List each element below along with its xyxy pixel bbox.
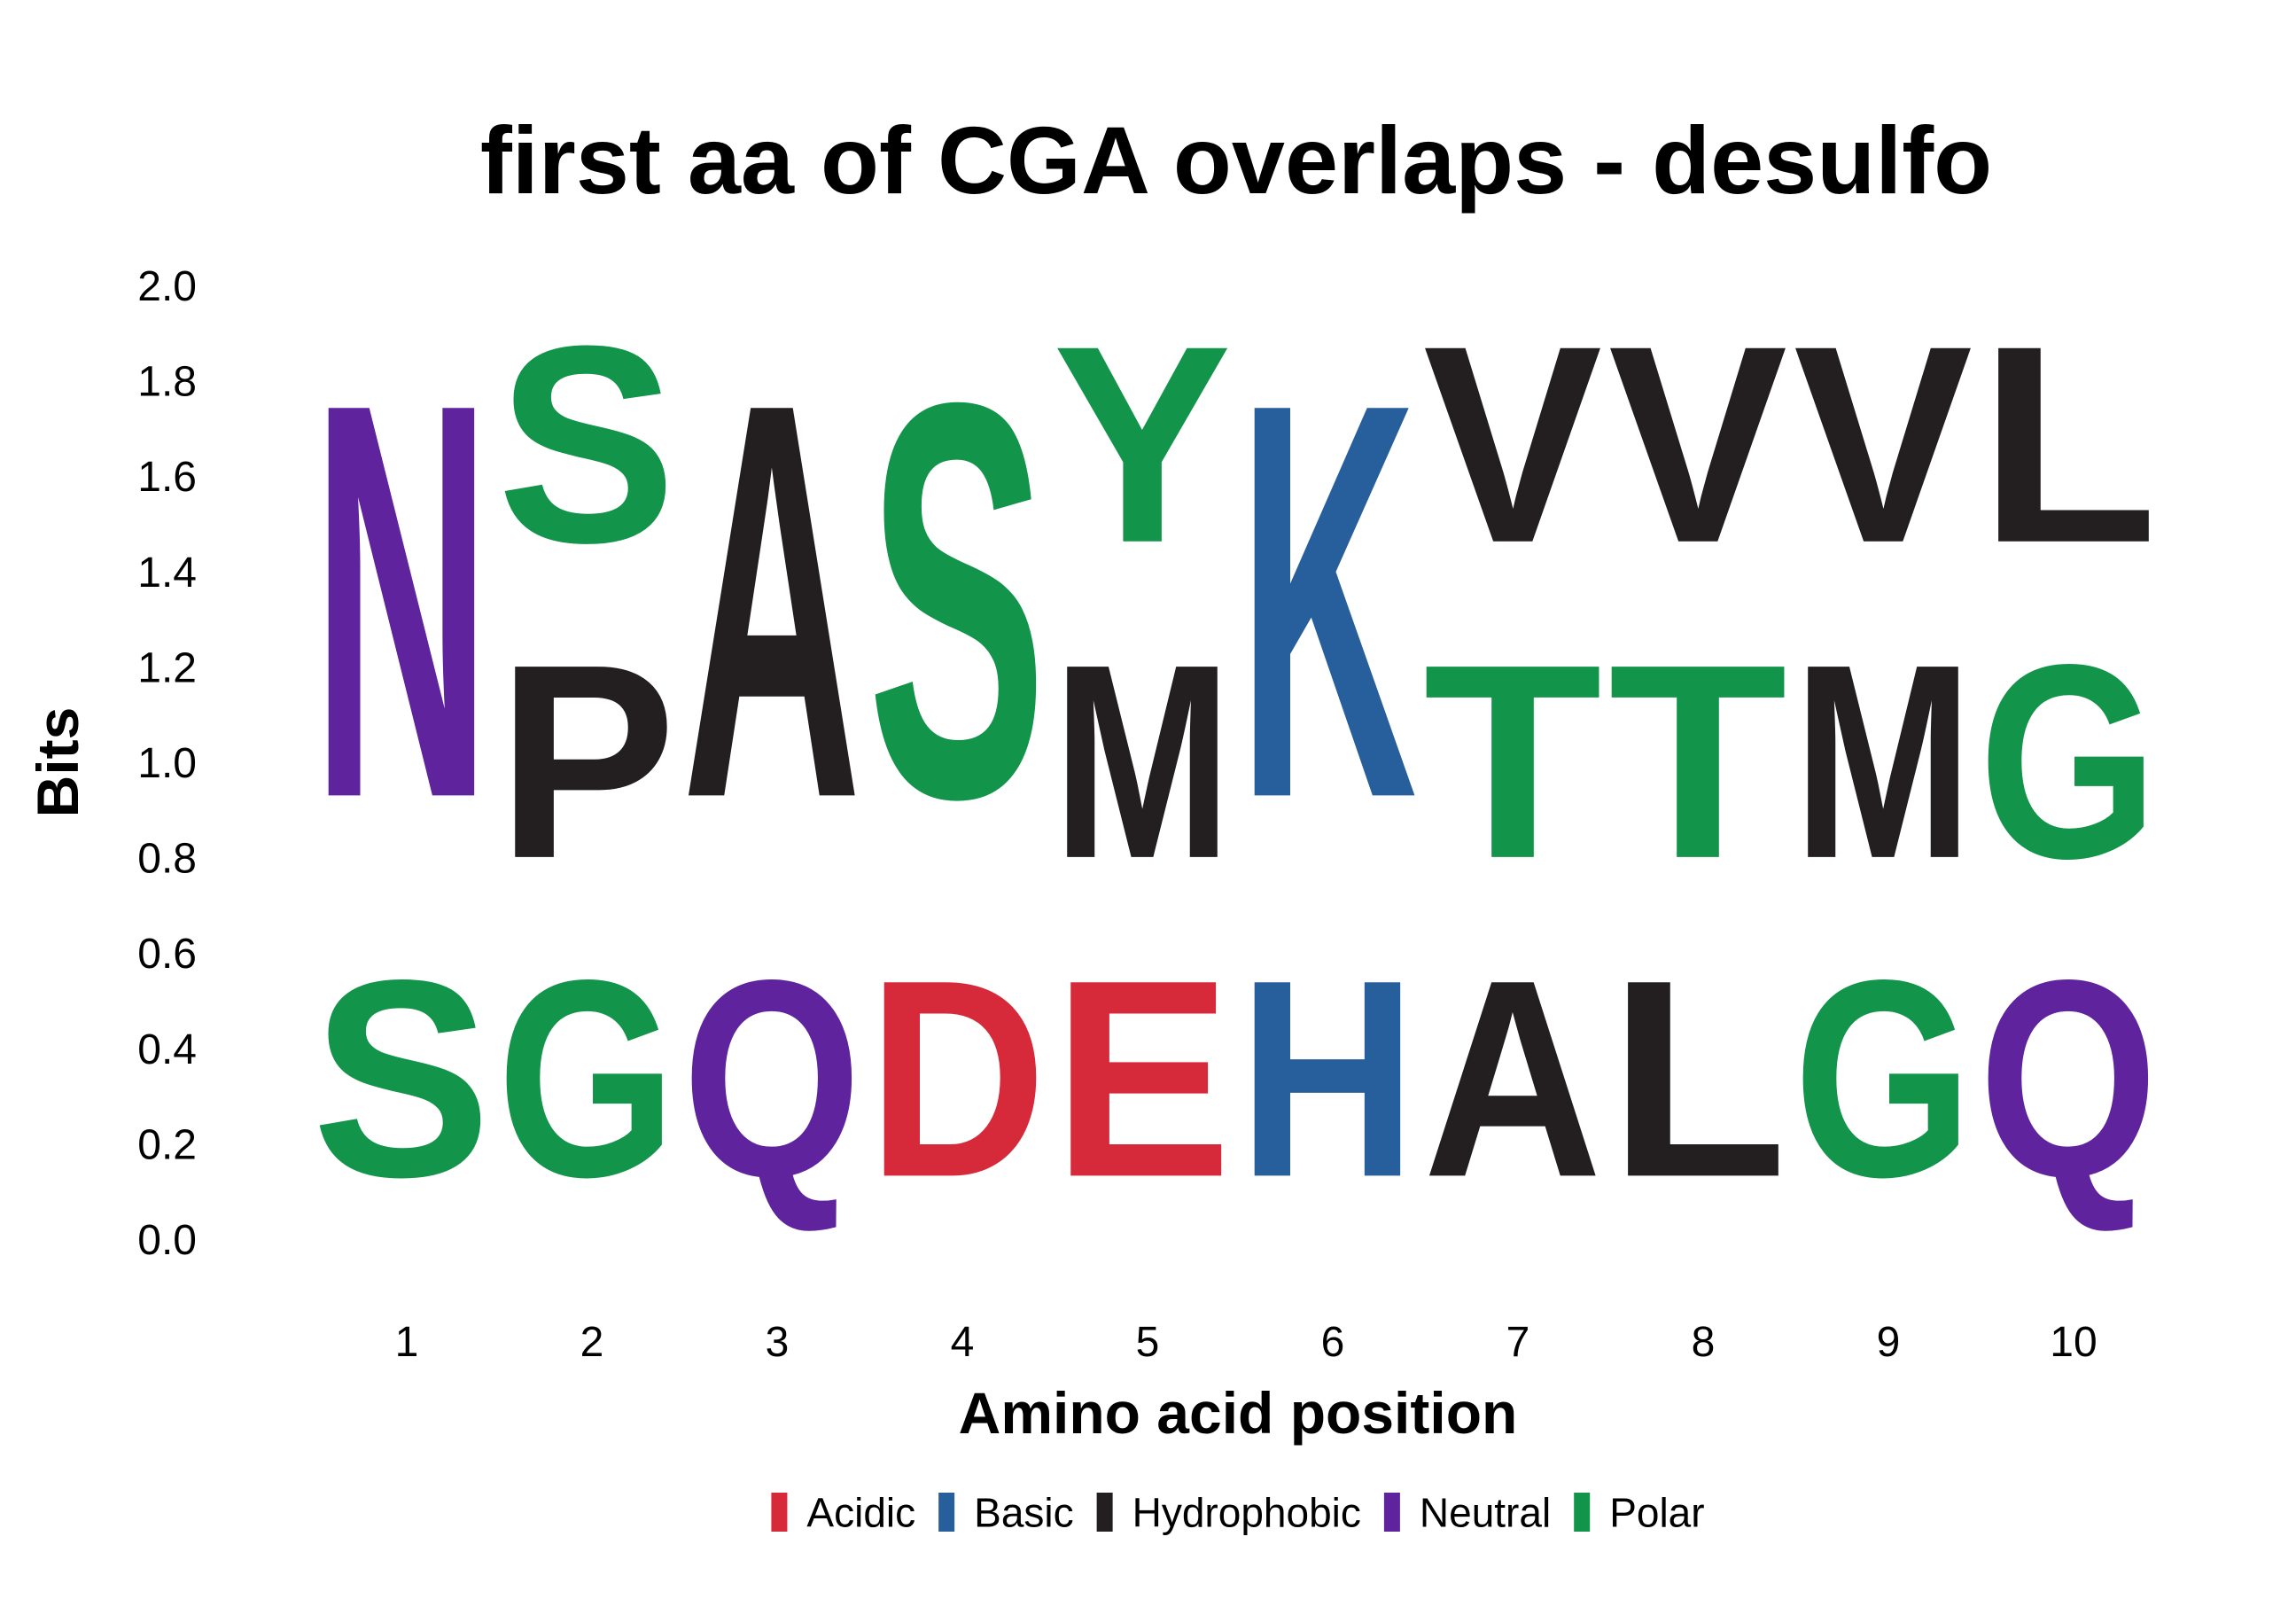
x-tick-label: 6 (1321, 1319, 1345, 1366)
logo-letter-G: G (497, 923, 676, 1236)
y-axis-ticks: 0.0 0.2 0.4 0.6 0.8 1.0 1.2 1.4 1.6 1.8 2.0 (137, 263, 197, 1264)
logo-letter-T: T (1608, 607, 1787, 916)
logo-letter-K: K (1238, 287, 1417, 916)
logo-letter-M: M (1053, 607, 1232, 916)
logo-letter-T: T (1423, 607, 1602, 916)
y-tick-label: 1.8 (137, 359, 197, 406)
y-tick-label: 2.0 (137, 263, 197, 310)
logo-letter-A: A (682, 287, 861, 916)
y-tick-label: 0.4 (137, 1026, 197, 1073)
logo-letter-S: S (497, 286, 676, 601)
legend-label: Hydrophobic (1132, 1490, 1361, 1536)
legend: Acidic Basic Hydrophobic Neutral Polar (771, 1490, 1705, 1536)
logo-letter-G: G (1794, 923, 1973, 1236)
y-tick-label: 0.0 (137, 1217, 197, 1264)
x-axis-ticks: 1 2 3 4 5 6 7 8 9 10 (395, 1319, 2098, 1366)
legend-swatch-acidic (771, 1493, 788, 1532)
legend-swatch-polar (1574, 1493, 1591, 1532)
x-tick-label: 4 (951, 1319, 975, 1366)
y-tick-label: 1.0 (137, 740, 197, 787)
logo-letter-Q: Q (1979, 923, 2158, 1236)
logo-letter-Y: Y (1053, 286, 1232, 601)
x-tick-label: 10 (2050, 1319, 2097, 1366)
y-tick-label: 0.8 (137, 836, 197, 883)
x-tick-label: 7 (1506, 1319, 1530, 1366)
legend-swatch-basic (938, 1493, 955, 1532)
logo-letter-P: P (497, 608, 676, 916)
logo-letter-L: L (1979, 287, 2158, 601)
y-axis-label: Bits (25, 707, 90, 818)
logo-letter-S: S (868, 286, 1047, 916)
logo-letter-S: S (312, 921, 491, 1236)
logo-letter-N: N (312, 287, 491, 916)
logo-letter-V: V (1608, 286, 1788, 601)
logo-letter-E: E (1053, 921, 1232, 1236)
logo-letter-M: M (1794, 607, 1973, 916)
x-tick-label: 5 (1136, 1319, 1160, 1366)
x-tick-label: 1 (395, 1319, 419, 1366)
logo-letter-Q: Q (682, 923, 861, 1236)
legend-label: Acidic (806, 1490, 915, 1536)
legend-label: Basic (974, 1490, 1073, 1536)
x-tick-label: 2 (580, 1319, 604, 1366)
legend-label: Polar (1609, 1490, 1704, 1536)
logo-letter-G: G (1979, 606, 2158, 916)
chart-title: first aa of CGA overlaps - desulfo (480, 106, 1992, 214)
legend-label: Neutral (1420, 1490, 1551, 1536)
y-tick-label: 0.6 (137, 931, 197, 978)
logo-letter-V: V (1794, 286, 1973, 601)
logo-letter-D: D (868, 922, 1047, 1236)
legend-swatch-neutral (1383, 1493, 1400, 1532)
x-axis-label: Amino acid position (959, 1380, 1518, 1446)
y-tick-label: 1.4 (137, 550, 197, 597)
x-tick-label: 8 (1692, 1319, 1716, 1366)
logo-letter-A: A (1423, 922, 1602, 1236)
y-tick-label: 1.6 (137, 454, 197, 501)
logo-letter-H: H (1238, 922, 1417, 1236)
logo-letter-L: L (1608, 922, 1787, 1236)
legend-swatch-hydrophobic (1096, 1493, 1113, 1532)
x-tick-label: 3 (766, 1319, 790, 1366)
y-tick-label: 1.2 (137, 644, 197, 691)
logo-letter-V: V (1423, 286, 1603, 601)
x-tick-label: 9 (1877, 1319, 1901, 1366)
y-tick-label: 0.2 (137, 1121, 197, 1168)
